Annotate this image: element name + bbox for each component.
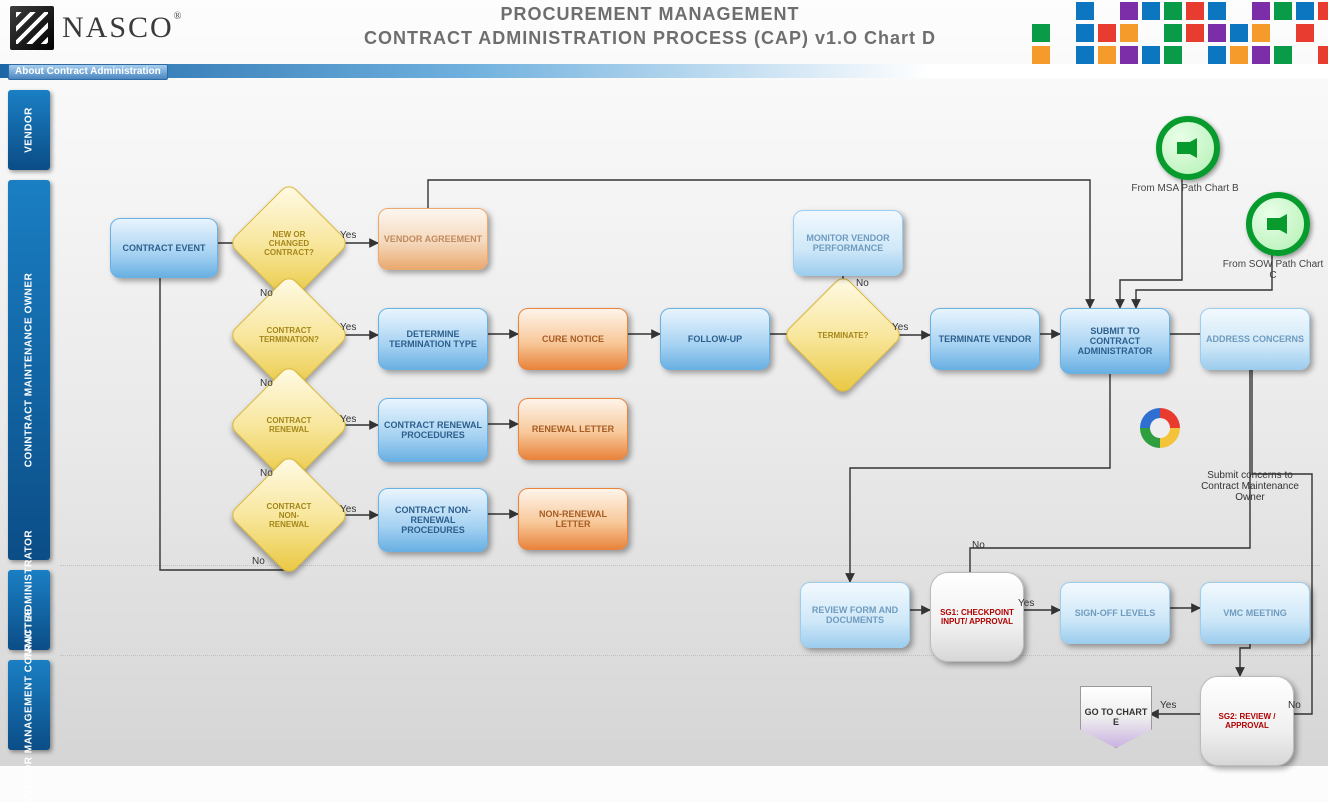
node-monitor[interactable]: MONITOR VENDOR PERFORMANCE — [793, 210, 903, 276]
decorative-square — [1252, 2, 1270, 20]
decorative-square — [1120, 24, 1138, 42]
decorative-square — [1076, 24, 1094, 42]
logo: NASCO® — [10, 6, 183, 50]
flow-edges — [0, 0, 1328, 766]
swimlane-vendor: VENDOR — [8, 90, 50, 170]
decorative-square — [1120, 46, 1138, 64]
decorative-square — [1164, 46, 1182, 64]
decorative-square — [1142, 2, 1160, 20]
decorative-square — [1208, 24, 1226, 42]
decorative-square — [1164, 24, 1182, 42]
decorative-square — [1296, 2, 1314, 20]
from-path-circle-1[interactable] — [1246, 192, 1310, 256]
page-title-2: CONTRACT ADMINISTRATION PROCESS (CAP) v1… — [300, 28, 1000, 49]
node-contract_event[interactable]: CONTRACT EVENT — [110, 218, 218, 278]
decorative-square — [1098, 46, 1116, 64]
edge-label: No — [260, 288, 273, 299]
color-wheel-icon — [1140, 408, 1180, 448]
decorative-square — [1252, 24, 1270, 42]
edge-label: Yes — [340, 230, 356, 241]
swimlane-vmc: VENDOR MANAGEMENT COMMITTEE — [8, 660, 50, 750]
decorative-square — [1164, 2, 1182, 20]
decorative-square — [1274, 2, 1292, 20]
decorative-square — [1318, 46, 1328, 64]
node-sg1[interactable]: SG1: CHECKPOINT INPUT/ APPROVAL — [930, 572, 1024, 662]
decorative-square — [1208, 46, 1226, 64]
node-terminate_vendor[interactable]: TERMINATE VENDOR — [930, 308, 1040, 370]
decorative-square — [1230, 46, 1248, 64]
decorative-square — [1032, 24, 1050, 42]
node-determine_type[interactable]: DETERMINE TERMINATION TYPE — [378, 308, 488, 370]
node-d_term[interactable]: CONTRACT TERMINATION? — [246, 292, 332, 378]
lane-divider — [60, 655, 1320, 656]
decorative-square — [1230, 24, 1248, 42]
swimlane-cmo: CONNTRACT MAINTENANCE OWNER — [8, 180, 50, 560]
edge-label: No — [260, 468, 273, 479]
node-address[interactable]: ADDRESS CONCERNS — [1200, 308, 1310, 370]
decorative-square — [1318, 2, 1328, 20]
edge-label: No — [260, 378, 273, 389]
decorative-square — [1296, 24, 1314, 42]
node-vmc_meeting[interactable]: VMC MEETING — [1200, 582, 1310, 644]
decorative-square — [1076, 2, 1094, 20]
decorative-square — [1032, 46, 1050, 64]
decorative-square — [1208, 2, 1226, 20]
node-submit[interactable]: SUBMIT TO CONTRACT ADMINISTRATOR — [1060, 308, 1170, 374]
node-follow_up[interactable]: FOLLOW-UP — [660, 308, 770, 370]
edge-label: No — [252, 556, 265, 567]
node-renewal_letter[interactable]: RENEWAL LETTER — [518, 398, 628, 460]
node-sg2[interactable]: SG2: REVIEW / APPROVAL — [1200, 676, 1294, 766]
edge-label: Yes — [1160, 700, 1176, 711]
decorative-square — [1120, 2, 1138, 20]
node-vendor_agreement[interactable]: VENDOR AGREEMENT — [378, 208, 488, 270]
node-signoff[interactable]: SIGN-OFF LEVELS — [1060, 582, 1170, 644]
node-cure_notice[interactable]: CURE NOTICE — [518, 308, 628, 370]
edge-label: Yes — [1018, 598, 1034, 609]
from-path-caption-1: From SOW Path Chart C — [1218, 259, 1328, 281]
edge-label: Yes — [340, 504, 356, 515]
node-nonrenewal_proc[interactable]: CONTRACT NON-RENEWAL PROCEDURES — [378, 488, 488, 552]
edge-label: Yes — [892, 322, 908, 333]
edge-label: Yes — [340, 414, 356, 425]
node-nonrenewal_letter[interactable]: NON-RENEWAL LETTER — [518, 488, 628, 550]
node-d_nonrenew[interactable]: CONTRACT NON-RENEWAL — [246, 472, 332, 558]
node-d_terminate[interactable]: TERMINATE? — [800, 292, 886, 378]
lane-divider — [60, 565, 1320, 566]
edge-label: No — [1288, 700, 1301, 711]
decorative-square — [1186, 24, 1204, 42]
decorative-square — [1186, 2, 1204, 20]
node-review_form[interactable]: REVIEW FORM AND DOCUMENTS — [800, 582, 910, 648]
logo-mark-icon — [10, 6, 54, 50]
edge-label: Yes — [340, 322, 356, 333]
header-gradient-bar — [0, 64, 1328, 78]
from-path-caption-0: From MSA Path Chart B — [1130, 183, 1240, 194]
decorative-square — [1098, 24, 1116, 42]
annotation: Submit concerns to Contract Maintenance … — [1190, 470, 1310, 503]
edge-label: No — [972, 540, 985, 551]
page-title-1: PROCUREMENT MANAGEMENT — [300, 4, 1000, 25]
decorative-square — [1252, 46, 1270, 64]
about-link[interactable]: About Contract Administration — [8, 64, 168, 80]
edge-label: No — [856, 278, 869, 289]
decorative-square — [1142, 46, 1160, 64]
node-renewal_proc[interactable]: CONTRACT RENEWAL PROCEDURES — [378, 398, 488, 462]
node-goto[interactable]: GO TO CHART E — [1080, 686, 1152, 748]
node-d_new[interactable]: NEW OR CHANGED CONTRACT? — [246, 200, 332, 286]
from-path-circle-0[interactable] — [1156, 116, 1220, 180]
decorative-square — [1274, 46, 1292, 64]
node-d_renew[interactable]: CONTRACT RENEWAL — [246, 382, 332, 468]
logo-text: NASCO® — [62, 11, 183, 45]
decorative-square — [1076, 46, 1094, 64]
